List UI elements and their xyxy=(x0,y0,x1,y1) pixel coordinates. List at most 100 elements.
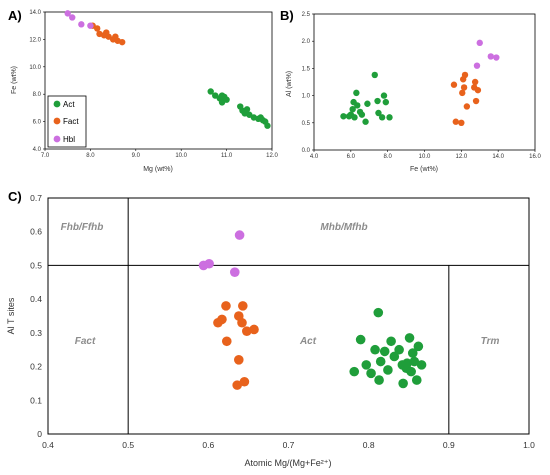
panel-c-point-hbl xyxy=(234,230,245,240)
panel-c-ytick-label: 0.2 xyxy=(30,362,42,372)
panel-b-frame xyxy=(313,13,536,151)
panel-c-point-act xyxy=(413,341,424,352)
panel-c-ytick-label: 0.7 xyxy=(30,193,42,203)
panel-b-ytick-label: 2.5 xyxy=(302,12,311,18)
panel-c-point-act xyxy=(389,351,400,362)
panel-c-point-act xyxy=(370,344,380,355)
panel-a-point-fact xyxy=(118,38,126,46)
panel-c-xtick-label: 0.9 xyxy=(443,440,455,450)
panel-c-point-act xyxy=(379,346,390,357)
panel-c-xtick-label: 0.5 xyxy=(122,440,134,450)
field-label-mhb-mfhb: Mhb/Mfhb xyxy=(320,222,367,233)
panel-c-point-act xyxy=(411,375,422,385)
legend-label-hbl: Hbl xyxy=(63,135,75,144)
panel-c-point-act xyxy=(383,365,393,375)
panel-b-point-fact xyxy=(450,81,458,88)
panel-a-point-act xyxy=(264,122,271,129)
field-label-fhb-ffhb: Fhb/Ffhb xyxy=(61,222,104,233)
panel-a-xtick-label: 11.0 xyxy=(221,153,233,159)
panel-c-point-fact xyxy=(242,326,252,336)
panel-c-point-fact xyxy=(233,355,244,365)
panel-b-point-fact xyxy=(459,89,466,97)
panel-a-point-fact xyxy=(103,29,110,36)
panel-c-point-fact xyxy=(239,376,250,387)
panel-b-point-fact xyxy=(471,78,479,86)
panel-c-point-act xyxy=(386,336,396,347)
panel-b-point-act xyxy=(340,113,347,120)
panel-c-point-act xyxy=(416,360,427,370)
panel-c-ytick-label: 0 xyxy=(37,429,42,439)
panel-c-point-fact xyxy=(221,336,232,347)
panel-a-point-act xyxy=(218,92,226,99)
panel-b-xtick-label: 4.0 xyxy=(310,154,319,160)
panel-b: B) 4.0 6.0 8.0 10.0 12.0 14.0 16.0 0.0 0.5 1.0 1.5… xyxy=(280,8,541,173)
panel-c-point-act xyxy=(361,360,372,370)
panel-a-point-fact xyxy=(94,25,101,32)
legend-label-act: Act xyxy=(63,100,75,109)
panel-c-xtick-label: 0.6 xyxy=(202,440,214,450)
panel-a-ytick-label: 10.0 xyxy=(29,65,41,71)
panel-a-xtick-label: 10.0 xyxy=(175,153,187,159)
legend: Act Fact Hbl xyxy=(47,95,87,148)
panel-b-point-act xyxy=(371,71,378,79)
panel-a-point-hbl xyxy=(64,10,71,17)
panel-c-point-act xyxy=(402,358,412,369)
panel-c: C) 0.4 0.5 0.6 0.7 0.8 0.9 1.0 0 0.1 0.2 0.3 0.4 0.5… xyxy=(6,189,535,468)
panel-c-point-fact xyxy=(237,317,247,328)
panel-b-ytick-label: 1.5 xyxy=(302,66,311,72)
panel-b-xtick-label: 6.0 xyxy=(347,154,356,160)
panel-c-xtick-label: 0.4 xyxy=(42,440,54,450)
panel-b-point-hbl xyxy=(493,54,500,61)
panel-c-point-fact xyxy=(217,314,227,325)
panel-c-point-act xyxy=(394,344,404,355)
panel-b-point-fact xyxy=(472,97,480,105)
panel-b-point-act xyxy=(349,106,356,113)
panel-b-ytick-label: 2.0 xyxy=(302,39,311,45)
panel-a-xtick-label: 8.0 xyxy=(86,153,95,159)
panel-c-frame xyxy=(47,197,530,435)
panel-c-point-act xyxy=(398,378,408,389)
panel-c-xtick-label: 0.8 xyxy=(363,440,375,450)
legend-marker-fact xyxy=(53,117,61,125)
panel-a-point-hbl xyxy=(69,14,76,21)
panel-a-xtick-label: 9.0 xyxy=(132,153,141,159)
panel-a: A) 7.0 8.0 9.0 10.0 11.0 12.0 4.0 6.0 8.0 10.0 12.… xyxy=(8,8,278,173)
panel-c-point-act xyxy=(374,375,384,385)
panel-c-point-fact xyxy=(232,380,242,390)
panel-a-point-act xyxy=(243,106,251,113)
panel-b-xtick-label: 10.0 xyxy=(419,154,431,160)
panel-a-ytick-label: 4.0 xyxy=(33,147,42,153)
panel-b-xtick-label: 12.0 xyxy=(455,154,467,160)
panel-b-point-act xyxy=(374,97,381,105)
panel-c-point-hbl xyxy=(204,258,214,269)
panel-c-ylabel: Al T sites xyxy=(6,297,16,334)
panel-c-point-act xyxy=(407,348,418,358)
panel-b-point-fact xyxy=(461,71,469,79)
panel-b-point-act xyxy=(386,114,393,121)
panel-b-point-fact xyxy=(452,118,460,125)
field-label-fact: Fact xyxy=(75,336,96,347)
panel-c-point-hbl xyxy=(229,267,240,277)
panel-b-point-act xyxy=(358,111,366,118)
panel-b-point-act xyxy=(354,102,361,109)
panel-c-point-fact xyxy=(238,301,248,311)
panel-c-point-act xyxy=(404,333,415,343)
panel-a-label: A) xyxy=(8,8,22,23)
panel-c-point-act xyxy=(366,368,376,379)
panel-c-point-fact xyxy=(221,301,231,311)
panel-c-ytick-label: 0.6 xyxy=(30,227,42,237)
panel-b-point-act xyxy=(380,92,388,99)
panel-b-point-fact xyxy=(460,84,468,91)
panel-b-point-act xyxy=(353,89,360,97)
legend-marker-hbl xyxy=(53,135,61,143)
panel-b-xtick-label: 16.0 xyxy=(529,154,541,160)
panel-b-label: B) xyxy=(280,8,294,23)
panel-a-ytick-label: 12.0 xyxy=(29,37,41,43)
panel-b-point-fact xyxy=(463,103,471,110)
panel-b-point-act xyxy=(362,118,369,125)
panel-a-point-act xyxy=(223,96,230,103)
panel-a-ytick-label: 6.0 xyxy=(33,120,42,126)
panel-c-point-act xyxy=(375,356,386,367)
panel-a-xtick-label: 7.0 xyxy=(41,153,50,159)
panel-b-point-hbl xyxy=(476,39,483,47)
